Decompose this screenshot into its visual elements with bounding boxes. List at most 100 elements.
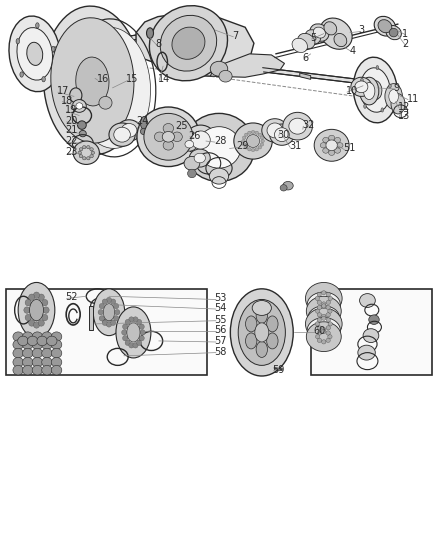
Text: 10: 10 <box>346 86 358 96</box>
Polygon shape <box>300 73 311 79</box>
Ellipse shape <box>219 128 223 132</box>
Ellipse shape <box>233 138 238 142</box>
Ellipse shape <box>42 366 52 375</box>
Ellipse shape <box>321 290 326 295</box>
Ellipse shape <box>305 282 342 314</box>
Text: 15: 15 <box>127 75 139 84</box>
Text: 7: 7 <box>232 31 238 41</box>
Ellipse shape <box>79 131 86 137</box>
Ellipse shape <box>32 340 42 350</box>
Ellipse shape <box>280 184 287 191</box>
Ellipse shape <box>149 6 227 81</box>
Ellipse shape <box>315 296 320 301</box>
Ellipse shape <box>13 349 23 358</box>
Ellipse shape <box>219 163 223 167</box>
Ellipse shape <box>247 148 251 151</box>
Ellipse shape <box>360 68 390 112</box>
Ellipse shape <box>172 27 205 59</box>
Ellipse shape <box>199 142 203 146</box>
Ellipse shape <box>307 292 340 318</box>
Ellipse shape <box>378 20 392 33</box>
Ellipse shape <box>328 335 332 339</box>
Ellipse shape <box>18 336 28 346</box>
Ellipse shape <box>386 26 401 40</box>
Ellipse shape <box>321 327 326 332</box>
Text: 30: 30 <box>278 130 290 140</box>
Text: 23: 23 <box>65 147 78 157</box>
Ellipse shape <box>114 127 131 142</box>
Ellipse shape <box>110 299 116 304</box>
Text: 24: 24 <box>136 116 148 126</box>
Ellipse shape <box>307 318 340 343</box>
Ellipse shape <box>162 132 174 142</box>
Ellipse shape <box>238 300 286 366</box>
Ellipse shape <box>256 308 268 324</box>
Ellipse shape <box>199 149 203 153</box>
Ellipse shape <box>51 332 62 342</box>
Ellipse shape <box>73 141 99 165</box>
Ellipse shape <box>275 128 289 142</box>
Text: 60: 60 <box>313 326 325 336</box>
Text: 58: 58 <box>215 346 227 357</box>
Text: 54: 54 <box>215 303 227 313</box>
Ellipse shape <box>211 128 215 133</box>
Ellipse shape <box>78 151 81 155</box>
Text: 26: 26 <box>188 131 201 141</box>
Ellipse shape <box>328 135 335 141</box>
Ellipse shape <box>364 104 366 108</box>
Ellipse shape <box>230 289 293 376</box>
Ellipse shape <box>121 124 137 138</box>
Ellipse shape <box>76 103 83 109</box>
Ellipse shape <box>323 148 329 153</box>
Ellipse shape <box>38 294 44 301</box>
Ellipse shape <box>42 340 52 350</box>
Ellipse shape <box>320 143 326 148</box>
Ellipse shape <box>317 313 321 317</box>
Ellipse shape <box>32 332 42 342</box>
Ellipse shape <box>51 340 62 350</box>
Ellipse shape <box>198 146 203 150</box>
Ellipse shape <box>194 154 205 163</box>
Ellipse shape <box>270 124 294 146</box>
Ellipse shape <box>391 94 405 114</box>
Ellipse shape <box>90 148 93 151</box>
Bar <box>6 289 207 375</box>
Ellipse shape <box>244 133 248 136</box>
Ellipse shape <box>326 318 331 322</box>
Ellipse shape <box>16 38 20 44</box>
Ellipse shape <box>247 131 251 134</box>
Ellipse shape <box>22 340 33 350</box>
Ellipse shape <box>72 100 86 112</box>
Ellipse shape <box>326 326 331 330</box>
Ellipse shape <box>125 340 131 345</box>
Ellipse shape <box>308 306 339 329</box>
Ellipse shape <box>24 307 30 313</box>
Ellipse shape <box>9 16 60 92</box>
Ellipse shape <box>189 149 210 167</box>
Ellipse shape <box>321 302 326 306</box>
Ellipse shape <box>113 316 119 321</box>
Ellipse shape <box>320 18 352 49</box>
Ellipse shape <box>99 96 112 109</box>
Ellipse shape <box>122 330 127 335</box>
Ellipse shape <box>229 158 233 163</box>
Ellipse shape <box>185 141 194 148</box>
Text: 22: 22 <box>65 136 78 146</box>
Ellipse shape <box>326 338 330 343</box>
Ellipse shape <box>208 160 212 165</box>
Ellipse shape <box>76 57 109 106</box>
Ellipse shape <box>129 317 134 322</box>
Ellipse shape <box>223 162 227 166</box>
Ellipse shape <box>22 349 33 358</box>
Ellipse shape <box>29 300 43 321</box>
Ellipse shape <box>210 61 228 76</box>
Ellipse shape <box>28 320 35 326</box>
Ellipse shape <box>141 128 148 135</box>
Ellipse shape <box>137 340 142 345</box>
Polygon shape <box>136 12 254 76</box>
Text: 3: 3 <box>359 26 365 36</box>
Ellipse shape <box>202 135 206 139</box>
Ellipse shape <box>116 307 151 358</box>
Ellipse shape <box>305 308 342 340</box>
Ellipse shape <box>102 299 107 304</box>
